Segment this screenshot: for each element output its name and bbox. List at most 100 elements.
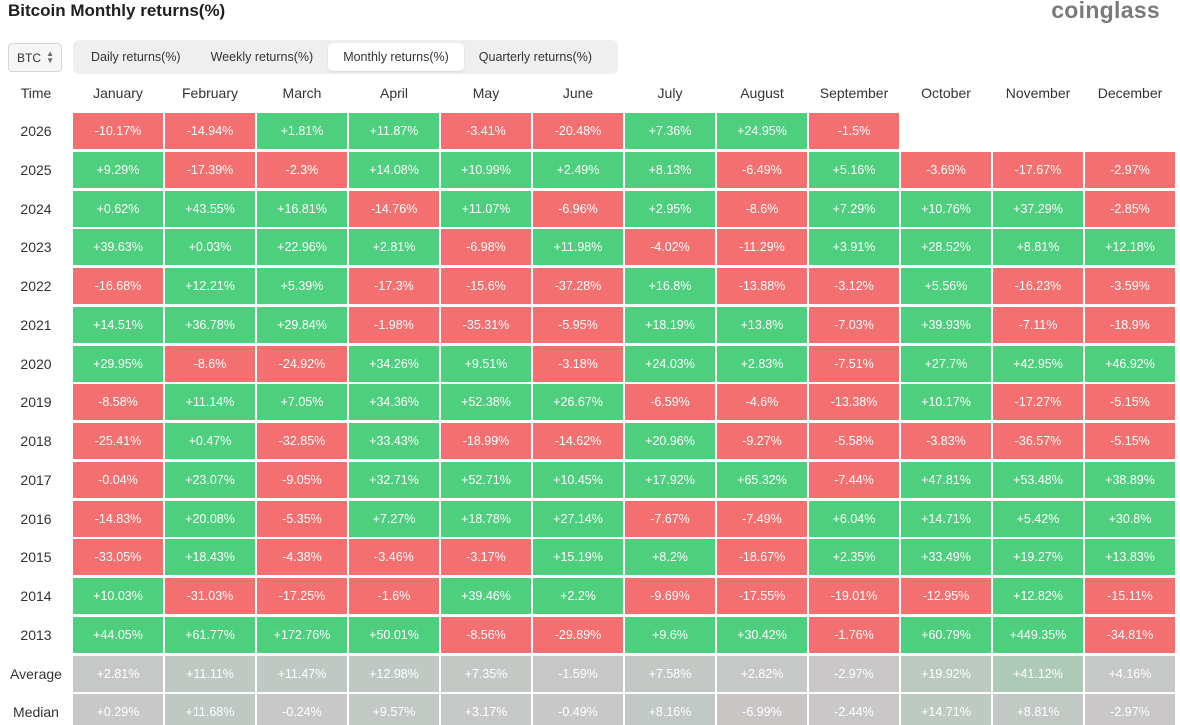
return-cell: +3.91% — [809, 229, 899, 266]
return-cell: -8.6% — [165, 345, 255, 382]
year-label: 2021 — [20, 316, 52, 333]
tab-daily-returns[interactable]: Daily returns(%) — [91, 50, 181, 64]
return-cell: +43.55% — [165, 190, 255, 227]
return-cell: +8.2% — [625, 539, 715, 576]
return-cell: -6.49% — [717, 151, 807, 188]
return-cell: -5.58% — [809, 423, 899, 459]
return-cell: -5.15% — [1085, 384, 1175, 421]
brand-logo: coinglass — [1051, 0, 1160, 23]
tab-monthly-returns[interactable]: Monthly returns(%) — [328, 43, 464, 71]
return-cell: +36.78% — [165, 306, 255, 343]
return-cell: +0.62% — [73, 190, 163, 227]
return-cell: -9.27% — [717, 423, 807, 459]
return-cell: -3.46% — [349, 539, 439, 576]
return-cell: +5.42% — [993, 500, 1083, 537]
return-cell: -7.11% — [993, 306, 1083, 343]
return-cell: +5.39% — [257, 268, 347, 304]
month-header: September — [819, 85, 889, 101]
return-cell: +34.26% — [349, 345, 439, 382]
month-header: June — [562, 85, 594, 101]
month-header: May — [472, 85, 500, 101]
chevron-up-down-icon: ▲ ▼ — [46, 49, 54, 65]
year-label: 2025 — [20, 161, 52, 178]
return-cell: -36.57% — [993, 423, 1083, 459]
return-cell: +16.81% — [257, 190, 347, 227]
return-cell: +16.8% — [625, 268, 715, 304]
return-cell: -14.62% — [533, 423, 623, 459]
return-cell: +44.05% — [73, 616, 163, 653]
return-cell: -14.83% — [73, 500, 163, 537]
returns-period-tabs: Daily returns(%) Weekly returns(%) Month… — [73, 40, 618, 74]
return-cell: -3.69% — [901, 151, 991, 188]
return-cell: -0.49% — [533, 694, 623, 725]
return-cell: +14.08% — [349, 151, 439, 188]
return-cell: -1.98% — [349, 306, 439, 343]
return-cell: -31.03% — [165, 578, 255, 614]
return-cell: +9.6% — [625, 616, 715, 653]
return-cell: -6.98% — [441, 229, 531, 266]
return-cell: +27.14% — [533, 500, 623, 537]
return-cell: +8.13% — [625, 151, 715, 188]
return-cell: -4.38% — [257, 539, 347, 576]
return-cell: +0.29% — [73, 694, 163, 725]
return-cell: +7.58% — [625, 655, 715, 692]
return-cell: +5.56% — [901, 268, 991, 304]
return-cell: +18.43% — [165, 539, 255, 576]
return-cell: -2.85% — [1085, 190, 1175, 227]
return-cell: +7.29% — [809, 190, 899, 227]
return-cell: -5.95% — [533, 306, 623, 343]
month-header: January — [93, 85, 143, 101]
year-label: 2022 — [20, 278, 52, 294]
symbol-select[interactable]: BTC ▲ ▼ — [8, 43, 62, 72]
tab-weekly-returns[interactable]: Weekly returns(%) — [210, 50, 314, 64]
month-header: November — [1005, 85, 1071, 101]
return-cell: +11.87% — [349, 113, 439, 149]
return-cell: -1.6% — [349, 578, 439, 614]
return-cell: +41.12% — [993, 655, 1083, 692]
return-cell: +3.17% — [441, 694, 531, 725]
year-label: 2020 — [20, 355, 52, 372]
year-label: 2013 — [20, 626, 52, 643]
return-cell: +4.16% — [1085, 655, 1175, 692]
return-cell: +39.46% — [441, 578, 531, 614]
summary-row-label: Median — [13, 704, 59, 721]
return-cell: +53.48% — [993, 461, 1083, 498]
return-cell: +11.07% — [441, 190, 531, 227]
return-cell: -2.97% — [1085, 694, 1175, 725]
return-cell: +7.35% — [441, 655, 531, 692]
year-label: 2019 — [20, 394, 52, 411]
return-cell: +28.52% — [901, 229, 991, 266]
return-cell: +12.21% — [165, 268, 255, 304]
return-cell: -18.9% — [1085, 306, 1175, 343]
return-cell: +2.81% — [349, 229, 439, 266]
return-cell: +2.83% — [717, 345, 807, 382]
month-header: February — [181, 85, 239, 101]
year-label: 2023 — [20, 239, 52, 256]
return-cell: -33.05% — [73, 539, 163, 576]
month-header: August — [740, 85, 784, 101]
return-cell: -34.81% — [1085, 616, 1175, 653]
return-cell: +29.95% — [73, 345, 163, 382]
return-cell: +65.32% — [717, 461, 807, 498]
return-cell: +5.16% — [809, 151, 899, 188]
return-cell: -25.41% — [73, 423, 163, 459]
return-cell: +24.95% — [717, 113, 807, 149]
return-cell: -29.89% — [533, 616, 623, 653]
return-cell: -6.99% — [717, 694, 807, 725]
return-cell: +1.81% — [257, 113, 347, 149]
return-cell: -8.6% — [717, 190, 807, 227]
return-cell: +19.92% — [901, 655, 991, 692]
year-label: 2024 — [20, 200, 52, 217]
return-cell: +2.95% — [625, 190, 715, 227]
tab-quarterly-returns[interactable]: Quarterly returns(%) — [478, 50, 593, 64]
return-cell: -1.59% — [533, 655, 623, 692]
return-cell: +0.03% — [165, 229, 255, 266]
return-cell: +12.82% — [993, 578, 1083, 614]
return-cell: -17.55% — [717, 578, 807, 614]
return-cell: +37.29% — [993, 190, 1083, 227]
return-cell: +2.82% — [717, 655, 807, 692]
return-cell: -14.76% — [349, 190, 439, 227]
return-cell: +33.49% — [901, 539, 991, 576]
return-cell: -11.29% — [717, 229, 807, 266]
return-cell: +18.78% — [441, 500, 531, 537]
